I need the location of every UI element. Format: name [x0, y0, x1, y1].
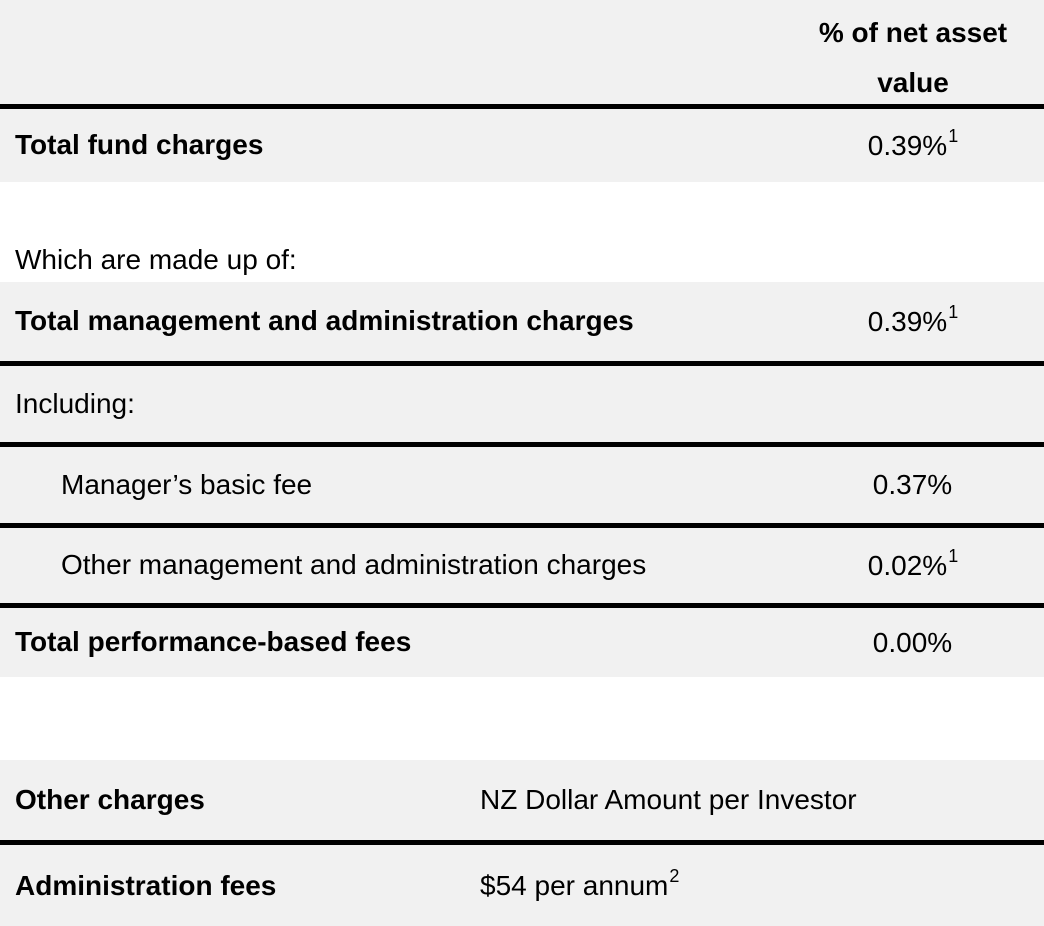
divider: [0, 603, 1044, 608]
row-label: Total performance-based fees: [15, 626, 412, 658]
row-value-cell: 0.02%1: [782, 546, 1044, 582]
other-charges-label: Other charges: [15, 784, 205, 815]
row-value-cell: 0.39%1: [782, 302, 1044, 338]
value-column-header-cell: % of net asset value: [782, 0, 1044, 108]
divider: [0, 523, 1044, 528]
fund-charges-header-row: % of net asset value: [0, 0, 1044, 104]
table-row-other-management-admin: Other management and administration char…: [0, 528, 1044, 603]
row-value: $54 per annum: [480, 869, 669, 901]
row-value: 0.37%: [872, 469, 953, 500]
row-value-cell: 0.00%: [782, 627, 1044, 659]
table-row-including: Including:: [0, 366, 1044, 442]
footnote-marker: 1: [948, 301, 959, 322]
row-value: 0.39%: [867, 129, 948, 161]
row-label: Other management and administration char…: [61, 549, 647, 581]
divider: [0, 361, 1044, 366]
row-value-cell: 0.37%: [782, 469, 1044, 501]
divider: [0, 840, 1044, 845]
row-label: Total fund charges: [15, 129, 264, 161]
row-value: 0.02%: [867, 549, 948, 581]
footnote-marker: 2: [669, 865, 680, 886]
row-value-cell: $54 per annum2: [480, 866, 1044, 902]
table-row-managers-basic-fee: Manager’s basic fee 0.37%: [0, 447, 1044, 523]
section-gap: Which are made up of:: [0, 182, 1044, 282]
other-charges-value-header: NZ Dollar Amount per Investor: [480, 784, 857, 815]
including-label: Including:: [15, 387, 135, 419]
table-row-administration-fees: Administration fees $54 per annum2: [0, 845, 1044, 926]
row-value-cell: 0.39%1: [782, 126, 1044, 162]
row-value: 0.00%: [872, 626, 953, 658]
value-column-header: % of net asset value: [818, 17, 1008, 98]
row-label: Total management and administration char…: [15, 305, 634, 337]
footnote-marker: 1: [948, 545, 959, 566]
table-row-total-fund-charges: Total fund charges 0.39%1: [0, 109, 1044, 182]
divider: [0, 442, 1044, 447]
made-up-of-label: Which are made up of:: [15, 244, 297, 275]
table-row-total-performance-fees: Total performance-based fees 0.00%: [0, 608, 1044, 677]
table-row-total-management-admin: Total management and administration char…: [0, 282, 1044, 361]
row-label: Manager’s basic fee: [61, 468, 313, 500]
other-charges-header-row: Other charges NZ Dollar Amount per Inves…: [0, 760, 1044, 840]
footnote-marker: 1: [948, 125, 959, 146]
section-gap: [0, 677, 1044, 760]
row-value: 0.39%: [867, 305, 948, 337]
divider: [0, 104, 1044, 109]
row-label: Administration fees: [15, 869, 277, 901]
